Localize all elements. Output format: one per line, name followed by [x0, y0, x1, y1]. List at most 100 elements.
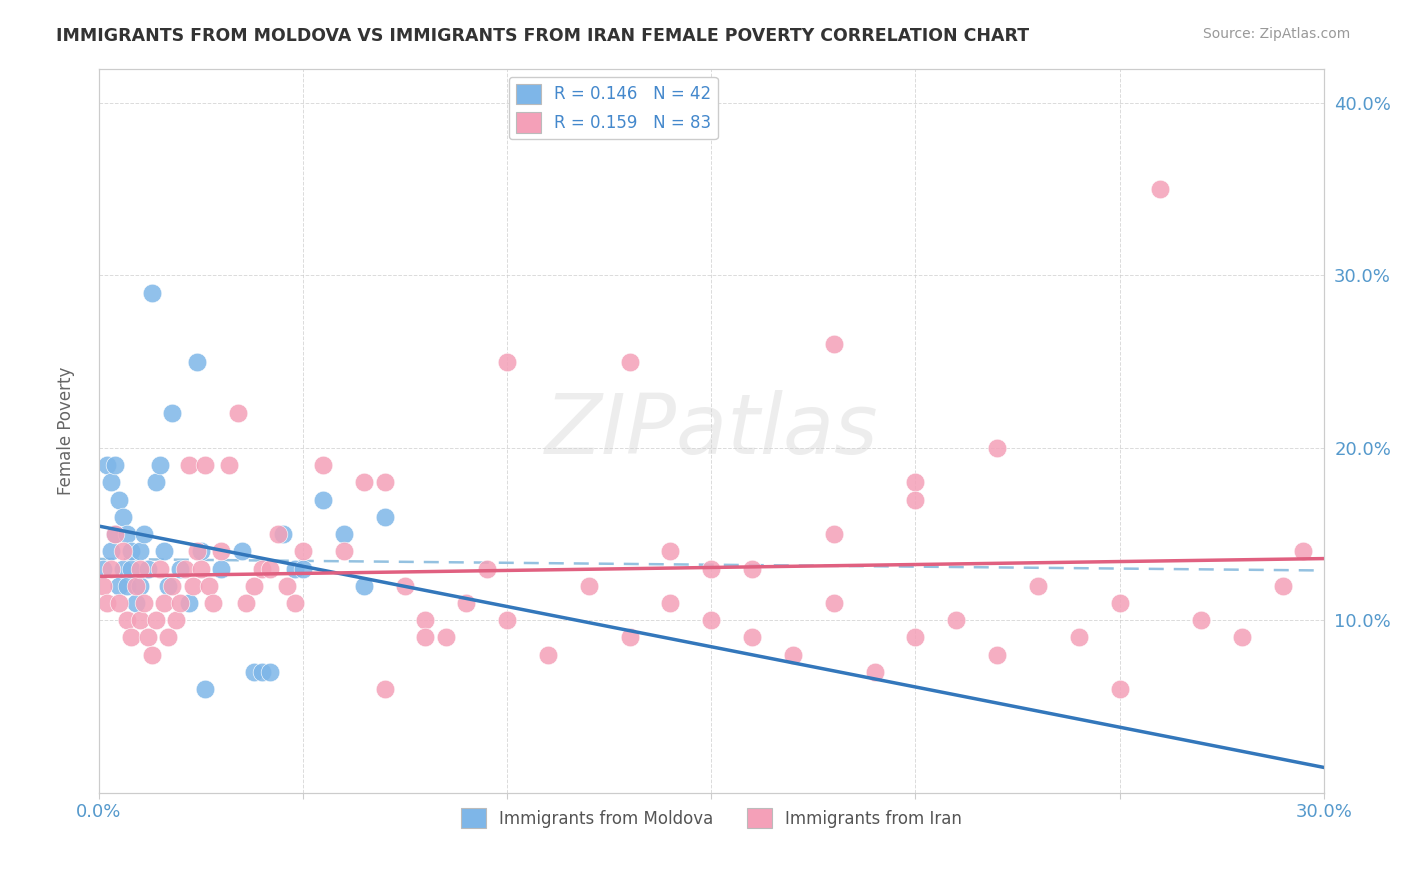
Text: IMMIGRANTS FROM MOLDOVA VS IMMIGRANTS FROM IRAN FEMALE POVERTY CORRELATION CHART: IMMIGRANTS FROM MOLDOVA VS IMMIGRANTS FR… [56, 27, 1029, 45]
Point [496, 613, 519, 627]
Point [153, 596, 176, 610]
Point [128, 613, 150, 627]
Point [120, 544, 142, 558]
Point [863, 665, 886, 679]
Point [162, 579, 184, 593]
Point [1149, 182, 1171, 196]
Point [157, 631, 180, 645]
Point [112, 561, 135, 575]
Point [194, 458, 217, 472]
Point [190, 561, 212, 575]
Point [181, 579, 204, 593]
Point [700, 561, 723, 575]
Point [353, 579, 375, 593]
Point [945, 613, 967, 627]
Point [823, 527, 845, 541]
Point [782, 648, 804, 662]
Point [145, 613, 167, 627]
Point [271, 527, 294, 541]
Point [578, 579, 600, 593]
Point [904, 475, 927, 490]
Point [96, 458, 118, 472]
Text: Source: ZipAtlas.com: Source: ZipAtlas.com [1202, 27, 1350, 41]
Point [112, 509, 135, 524]
Point [659, 544, 682, 558]
Point [120, 631, 142, 645]
Point [243, 665, 266, 679]
Point [218, 458, 240, 472]
Point [659, 596, 682, 610]
Point [165, 613, 187, 627]
Point [823, 596, 845, 610]
Point [291, 544, 314, 558]
Point [124, 596, 146, 610]
Point [226, 406, 249, 420]
Point [456, 596, 478, 610]
Point [209, 544, 232, 558]
Point [117, 579, 139, 593]
Point [700, 613, 723, 627]
Point [1108, 596, 1130, 610]
Point [128, 561, 150, 575]
Point [190, 544, 212, 558]
Point [104, 527, 127, 541]
Point [108, 596, 131, 610]
Point [132, 596, 155, 610]
Point [741, 561, 763, 575]
Point [117, 527, 139, 541]
Point [415, 613, 437, 627]
Point [104, 527, 127, 541]
Point [169, 561, 191, 575]
Text: ZIPatlas: ZIPatlas [544, 390, 879, 471]
Point [186, 354, 208, 368]
Point [91, 561, 114, 575]
Point [353, 475, 375, 490]
Point [475, 561, 498, 575]
Point [284, 596, 307, 610]
Point [128, 544, 150, 558]
Point [209, 561, 232, 575]
Point [117, 613, 139, 627]
Point [128, 579, 150, 593]
Point [267, 527, 290, 541]
Point [141, 648, 163, 662]
Point [120, 561, 142, 575]
Point [415, 631, 437, 645]
Point [259, 561, 281, 575]
Point [169, 596, 191, 610]
Point [374, 509, 396, 524]
Point [136, 631, 159, 645]
Point [173, 561, 195, 575]
Point [434, 631, 457, 645]
Point [823, 337, 845, 351]
Point [194, 682, 217, 697]
Y-axis label: Female Poverty: Female Poverty [58, 367, 75, 495]
Point [198, 579, 221, 593]
Point [291, 561, 314, 575]
Point [132, 527, 155, 541]
Point [202, 596, 225, 610]
Point [149, 458, 172, 472]
Point [177, 596, 200, 610]
Point [1067, 631, 1090, 645]
Point [986, 441, 1008, 455]
Point [235, 596, 257, 610]
Legend: Immigrants from Moldova, Immigrants from Iran: Immigrants from Moldova, Immigrants from… [454, 801, 969, 835]
Point [1271, 579, 1294, 593]
Point [537, 648, 560, 662]
Point [259, 665, 281, 679]
Point [100, 475, 122, 490]
Point [276, 579, 298, 593]
Point [149, 561, 172, 575]
Point [619, 631, 641, 645]
Point [145, 475, 167, 490]
Point [312, 458, 335, 472]
Point [104, 458, 127, 472]
Point [108, 492, 131, 507]
Point [619, 354, 641, 368]
Point [1026, 579, 1049, 593]
Point [162, 406, 184, 420]
Point [904, 631, 927, 645]
Point [986, 648, 1008, 662]
Point [186, 544, 208, 558]
